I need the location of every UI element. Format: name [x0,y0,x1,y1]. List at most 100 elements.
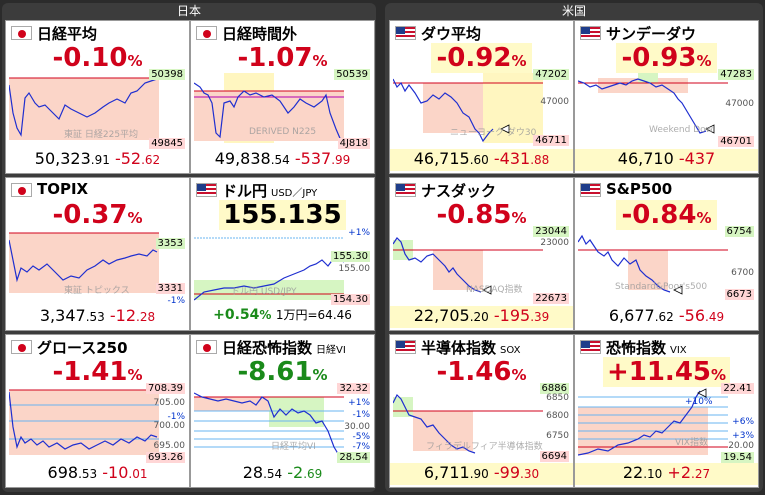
price-footer: 46,710 -437 [575,149,758,171]
card-header: ダウ平均 [390,21,573,45]
minus1-label: -1% [167,412,185,422]
us-flag-icon [395,340,416,354]
chart-watermark: ニューヨーク ダウ30 [450,128,537,138]
level-label-2: 700.00 [153,421,186,431]
price-footer: 3,347.53 -12.28 [39,306,156,325]
intraday-chart [393,393,543,454]
card-sp500[interactable]: S&P500 -0.84% 6754 6700 6673 Standard&Po… [574,177,759,331]
chart-watermark: Standard&Poor's500 [615,282,708,292]
card-title: 日経恐怖指数 日経VI [222,339,346,357]
card-vix[interactable]: 恐怖指数 VIX +11.45% 22.41 +10% +6% +3% 20.00… [574,334,759,488]
card-title: ダウ平均 [421,25,482,43]
low-label: 4J818 [337,138,370,149]
price-display: 155.135 [191,200,374,230]
card-usdjpy[interactable]: ドル円 USD／JPY 155.135 +1% 155.30 155.00 154… [190,177,375,331]
card-header: 恐怖指数 VIX [575,335,758,359]
high-label: 23044 [533,226,569,237]
price-footer: 49,838.54 -537.99 [214,149,351,168]
chart-watermark: 東証 日経225平均 [64,130,139,140]
minus7-label: -7% [352,442,370,452]
card-nasdaq[interactable]: ナスダック -0.85% 23044 23000 22673 NASDAQ指数 … [389,177,574,331]
level-label: 6700 [731,268,754,278]
card-header: 半導体指数 SOX [390,335,573,359]
price-footer: 698.53 -10.01 [47,463,148,482]
card-nikkei[interactable]: 日経平均 -0.10% 50398 49845 東証 日経225平均 50,32… [5,20,190,174]
card-nikkei-vi[interactable]: 日経恐怖指数 日経VI -8.61% 32.32 +1% -1% 30.00 -5… [190,334,375,488]
card-header: ナスダック [390,178,573,202]
intraday-chart [194,237,344,301]
chart-watermark: 東証 トピックス [64,286,130,296]
high-label: 50539 [334,69,370,80]
change-percent: -0.85% [436,200,527,230]
card-title: 日経時間外 [222,25,298,43]
plus6-label: +6% [732,417,754,427]
japan-flag-icon [196,26,217,40]
us-flag-icon [395,183,416,197]
japan-flag-icon [11,183,32,197]
us-flag-icon [196,183,217,197]
minus5-label: -5% [352,432,370,442]
card-nikkei-afterhours[interactable]: 日経時間外 -1.07% 50539 4J818 DERIVED N225 49… [190,20,375,174]
card-sox[interactable]: 半導体指数 SOX -1.46% 6886 6850 6800 6750 6694… [389,334,574,488]
minus1-label: -1% [167,296,185,306]
level-label: 30.00 [344,422,370,432]
change-percent: -0.84% [575,200,758,230]
chart-watermark: DERIVED N225 [249,127,317,137]
card-title: ドル円 USD／JPY [222,182,318,200]
change-percent: -1.41% [52,357,143,387]
intraday-chart [393,237,543,295]
change-percent: -1.07% [237,43,328,73]
low-label: 693.26 [146,452,185,463]
chart-watermark: VIX指数 [675,438,708,448]
level-label: 47000 [540,97,569,107]
japan-panel-title: 日本 [176,4,201,18]
level-label-1: 6850 [546,393,569,403]
card-title: S&P500 [606,180,673,198]
card-topix[interactable]: TOPIX -0.37% 3353 3331 -1% 東証 トピックス 3,34… [5,177,190,331]
low-label: 22673 [533,293,569,304]
price-footer: 46,715.60 -431.88 [390,149,573,171]
card-header: TOPIX [6,178,189,202]
low-label: 46701 [718,136,754,147]
change-percent: +11.45% [575,357,758,387]
change-percent: -0.37% [52,200,143,230]
price-footer: 22,705.20 -195.39 [390,306,573,328]
card-title: グロース250 [37,339,128,357]
card-header: サンデーダウ [575,21,758,45]
change-percent: -0.93% [575,43,758,73]
level-label: 47000 [725,99,754,109]
card-growth250[interactable]: グロース250 -1.41% 708.39 705.00 -1% 700.00 … [5,334,190,488]
japan-flag-icon [11,340,32,354]
high-label: 47283 [718,69,754,80]
low-label: 19.54 [721,452,754,463]
card-header: 日経平均 [6,21,189,45]
intraday-chart [578,234,728,295]
level-label: 155.00 [338,264,371,274]
card-title: ナスダック [421,182,497,200]
level-label-3: 695.00 [153,441,186,451]
high-label: 708.39 [146,383,185,394]
card-dow[interactable]: ダウ平均 -0.92% 47202 47000 46711 ニューヨーク ダウ3… [389,20,574,174]
chart-watermark: フィラデルフィア半導体指数 [426,442,543,452]
high-label: 32.32 [337,383,370,394]
card-sunday-dow[interactable]: サンデーダウ -0.93% 47283 47000 46701 Weekend … [574,20,759,174]
card-title: 日経平均 [37,25,98,43]
intraday-chart [578,73,728,134]
card-header: ドル円 USD／JPY [191,178,374,202]
us-flag-icon [580,340,601,354]
japan-flag-icon [196,340,217,354]
card-title: 半導体指数 SOX [421,339,521,357]
high-label: 50398 [149,69,185,80]
level-label: 23000 [540,238,569,248]
plus3-label: +3% [732,431,754,441]
low-label: 154.30 [331,294,370,305]
high-label: 22.41 [721,383,754,394]
intraday-chart [578,388,728,456]
plus10-label: +10% [685,397,713,407]
intraday-chart [194,392,344,458]
plus1-label: +1% [348,228,370,238]
change-percent: -0.92% [390,43,573,73]
low-label: 49845 [149,138,185,149]
intraday-chart [194,73,344,144]
chart-watermark: Weekend Dow [649,125,713,135]
